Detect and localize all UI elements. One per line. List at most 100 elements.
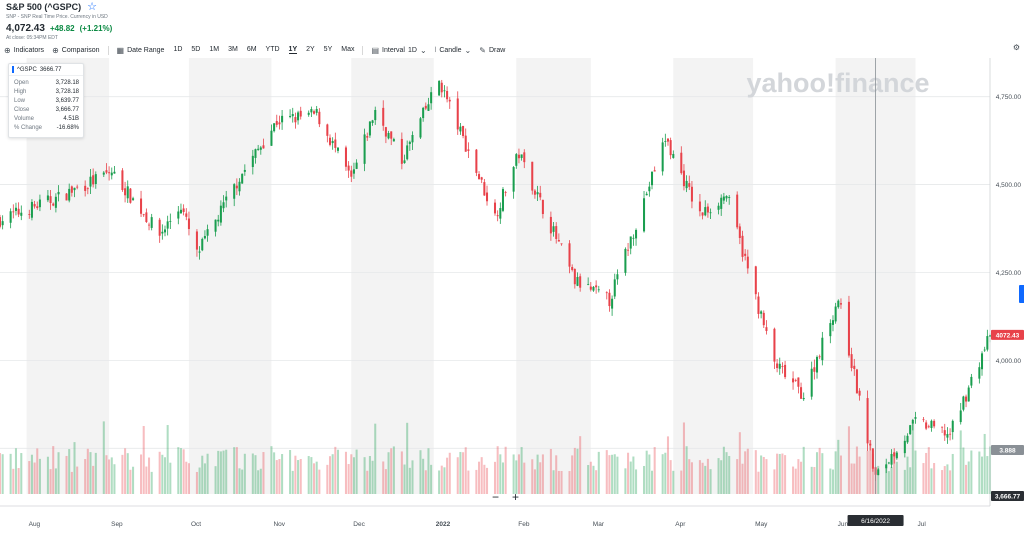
volume-bar bbox=[92, 465, 95, 494]
volume-bar bbox=[568, 471, 571, 494]
volume-bar bbox=[313, 463, 316, 494]
volume-bar bbox=[462, 452, 465, 494]
range-1y[interactable]: 1Y bbox=[288, 46, 298, 54]
tooltip-row-label: % Change bbox=[14, 125, 43, 131]
indicators-button[interactable]: ⊕ Indicators bbox=[4, 46, 44, 55]
volume-bar bbox=[289, 450, 292, 494]
candle-body bbox=[424, 105, 427, 109]
side-panel-tab[interactable] bbox=[1019, 285, 1024, 303]
volume-bar bbox=[709, 469, 712, 494]
zoom-out-button[interactable]: − bbox=[492, 490, 500, 504]
y-tick-label: 4,000.00 bbox=[996, 358, 1022, 365]
volume-bar bbox=[254, 455, 257, 494]
range-6m[interactable]: 6M bbox=[246, 46, 257, 53]
candle-body bbox=[794, 380, 797, 381]
candle-body bbox=[688, 183, 691, 187]
volume-bar bbox=[281, 454, 284, 494]
volume-bar bbox=[523, 462, 526, 494]
tooltip-row-value: 3,639.77 bbox=[55, 98, 79, 104]
chart-type-button[interactable]: ⧘ Candle ⌄ bbox=[435, 45, 472, 55]
volume-bar bbox=[371, 460, 374, 494]
candle-body bbox=[350, 170, 353, 177]
volume-bar bbox=[382, 461, 385, 494]
tooltip-row-label: High bbox=[14, 89, 27, 95]
range-3m[interactable]: 3M bbox=[228, 46, 238, 53]
volume-bar bbox=[206, 453, 209, 494]
volume-bar bbox=[102, 421, 105, 494]
candle-body bbox=[568, 243, 571, 267]
candle-body bbox=[866, 398, 869, 444]
candle-body bbox=[895, 452, 898, 459]
zoom-in-button[interactable]: + bbox=[512, 490, 520, 504]
interval-button[interactable]: ▤ Interval 1D ⌄ bbox=[362, 45, 427, 55]
candle-body bbox=[869, 443, 872, 446]
volume-bar bbox=[970, 450, 973, 494]
candle-body bbox=[690, 186, 693, 202]
volume-bar bbox=[800, 461, 803, 494]
candlestick-chart[interactable]: yahoo!finance 3,750.004,000.004,250.004,… bbox=[0, 58, 1024, 540]
volume-bar bbox=[142, 426, 145, 494]
candle-body bbox=[496, 215, 499, 217]
volume-bar bbox=[536, 454, 539, 494]
candle-body bbox=[589, 286, 592, 290]
settings-icon[interactable]: ⚙ bbox=[1012, 43, 1020, 52]
candle-body bbox=[616, 274, 619, 280]
candle-body bbox=[318, 111, 321, 125]
candle-body bbox=[336, 147, 340, 151]
volume-tag-text: 3.888 bbox=[999, 448, 1016, 455]
candle-body bbox=[92, 175, 95, 185]
range-2y[interactable]: 2Y bbox=[306, 46, 315, 53]
volume-bar bbox=[914, 450, 917, 494]
range-5y[interactable]: 5Y bbox=[323, 46, 333, 53]
volume-bar bbox=[275, 460, 278, 494]
volume-bar bbox=[1, 454, 4, 494]
volume-bar bbox=[198, 467, 201, 494]
volume-bar bbox=[760, 455, 763, 494]
candle-body bbox=[709, 212, 712, 214]
volume-bar bbox=[328, 456, 332, 494]
tooltip-row-label: Open bbox=[14, 80, 29, 86]
candle-body bbox=[776, 363, 779, 369]
draw-button[interactable]: ✎ Draw bbox=[479, 46, 505, 55]
volume-bar bbox=[187, 463, 190, 494]
price-change-percent: (+1.21%) bbox=[79, 24, 113, 33]
range-1d[interactable]: 1D bbox=[173, 46, 183, 53]
volume-bar bbox=[855, 446, 858, 494]
cursor-value-tag-text: 3,666.77 bbox=[995, 494, 1021, 501]
range-ytd[interactable]: YTD bbox=[265, 46, 280, 53]
candle-body bbox=[480, 177, 483, 180]
volume-bar bbox=[124, 448, 127, 494]
comparison-button[interactable]: ⊕ Comparison bbox=[52, 46, 99, 55]
volume-bar bbox=[906, 456, 909, 494]
candle-body bbox=[728, 197, 731, 198]
volume-bar bbox=[355, 449, 358, 494]
volume-bar bbox=[352, 457, 355, 494]
month-band bbox=[516, 58, 591, 494]
y-tick-label: 4,750.00 bbox=[996, 94, 1022, 101]
star-icon[interactable]: ☆ bbox=[87, 0, 97, 13]
chevron-down-icon: ⌄ bbox=[419, 45, 427, 55]
tooltip-row-label: Low bbox=[14, 98, 26, 104]
volume-bar bbox=[717, 458, 720, 494]
volume-bar bbox=[86, 448, 89, 494]
candle-body bbox=[251, 155, 254, 168]
range-1m[interactable]: 1M bbox=[209, 46, 220, 53]
x-tick-label: Nov bbox=[273, 521, 285, 528]
volume-bar bbox=[73, 442, 76, 494]
volume-bar bbox=[682, 422, 685, 494]
volume-bar bbox=[105, 455, 108, 494]
date-range-button[interactable]: ▦ Date Range bbox=[107, 45, 164, 55]
volume-bar bbox=[219, 451, 222, 494]
candle-body bbox=[571, 267, 574, 270]
candle-body bbox=[219, 205, 222, 223]
volume-bar bbox=[941, 470, 944, 494]
volume-bar bbox=[736, 459, 739, 494]
candle-body bbox=[299, 110, 302, 117]
range-5d[interactable]: 5D bbox=[191, 46, 201, 53]
candle-body bbox=[736, 194, 739, 228]
candle-body bbox=[980, 353, 984, 370]
range-max[interactable]: Max bbox=[341, 46, 355, 53]
candle-body bbox=[669, 140, 672, 156]
candle-body bbox=[797, 377, 800, 387]
volume-bar bbox=[666, 436, 670, 494]
